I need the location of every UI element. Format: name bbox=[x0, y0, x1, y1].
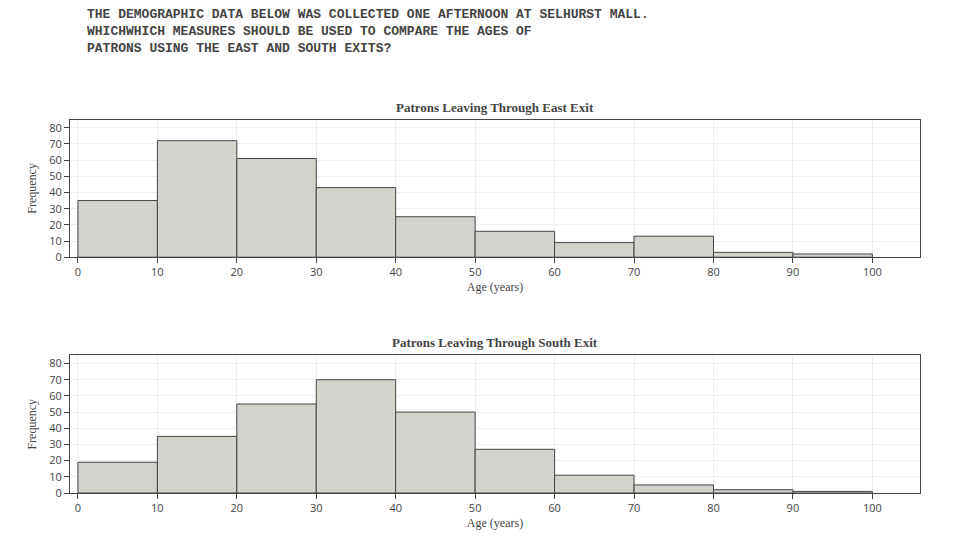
svg-text:50: 50 bbox=[49, 404, 62, 419]
svg-text:30: 30 bbox=[310, 500, 323, 515]
svg-text:80: 80 bbox=[707, 500, 720, 515]
svg-text:Age (years): Age (years) bbox=[467, 516, 523, 530]
svg-text:90: 90 bbox=[787, 264, 800, 279]
svg-text:Age (years): Age (years) bbox=[467, 280, 523, 294]
svg-text:70: 70 bbox=[628, 264, 641, 279]
svg-text:40: 40 bbox=[389, 264, 402, 279]
svg-text:100: 100 bbox=[863, 264, 882, 279]
svg-text:10: 10 bbox=[49, 233, 62, 248]
svg-text:30: 30 bbox=[310, 264, 323, 279]
svg-text:Patrons Leaving Through East E: Patrons Leaving Through East Exit bbox=[396, 100, 594, 115]
svg-text:30: 30 bbox=[49, 436, 62, 451]
svg-text:0: 0 bbox=[75, 500, 81, 515]
svg-text:10: 10 bbox=[49, 469, 62, 484]
svg-text:40: 40 bbox=[49, 184, 62, 199]
svg-text:Patrons Leaving Through South: Patrons Leaving Through South Exit bbox=[392, 335, 598, 350]
svg-text:60: 60 bbox=[49, 152, 62, 167]
svg-text:60: 60 bbox=[49, 388, 62, 403]
svg-text:20: 20 bbox=[231, 264, 244, 279]
svg-text:40: 40 bbox=[49, 420, 62, 435]
svg-text:10: 10 bbox=[151, 264, 164, 279]
svg-text:70: 70 bbox=[628, 500, 641, 515]
svg-text:20: 20 bbox=[49, 217, 62, 232]
svg-text:0: 0 bbox=[56, 485, 62, 500]
svg-text:80: 80 bbox=[707, 264, 720, 279]
svg-text:THE DEMOGRAPHIC DATA BELOW WAS: THE DEMOGRAPHIC DATA BELOW WAS COLLECTED… bbox=[87, 7, 649, 56]
svg-text:0: 0 bbox=[75, 264, 81, 279]
svg-text:40: 40 bbox=[389, 500, 402, 515]
svg-text:10: 10 bbox=[151, 500, 164, 515]
svg-text:60: 60 bbox=[548, 500, 561, 515]
svg-text:20: 20 bbox=[231, 500, 244, 515]
svg-text:90: 90 bbox=[787, 500, 800, 515]
svg-text:100: 100 bbox=[863, 500, 882, 515]
svg-text:60: 60 bbox=[548, 264, 561, 279]
svg-text:70: 70 bbox=[49, 372, 62, 387]
svg-text:Frequency: Frequency bbox=[25, 399, 39, 450]
svg-text:50: 50 bbox=[469, 500, 482, 515]
svg-text:50: 50 bbox=[469, 264, 482, 279]
svg-text:0: 0 bbox=[56, 249, 62, 264]
svg-text:30: 30 bbox=[49, 201, 62, 216]
svg-text:70: 70 bbox=[49, 136, 62, 151]
svg-text:80: 80 bbox=[49, 120, 62, 135]
svg-text:Frequency: Frequency bbox=[25, 163, 39, 214]
svg-text:80: 80 bbox=[49, 355, 62, 370]
svg-text:20: 20 bbox=[49, 452, 62, 467]
svg-text:50: 50 bbox=[49, 168, 62, 183]
